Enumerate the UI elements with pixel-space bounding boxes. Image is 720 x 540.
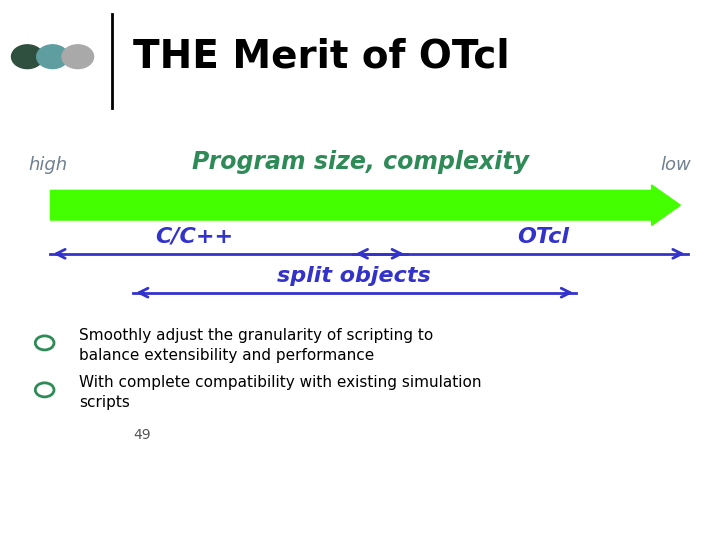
Circle shape bbox=[37, 45, 68, 69]
Circle shape bbox=[12, 45, 43, 69]
FancyArrow shape bbox=[50, 185, 680, 226]
Text: scripts: scripts bbox=[79, 395, 130, 410]
Circle shape bbox=[35, 383, 54, 397]
Text: Smoothly adjust the granularity of scripting to: Smoothly adjust the granularity of scrip… bbox=[79, 328, 433, 343]
Text: THE Merit of OTcl: THE Merit of OTcl bbox=[133, 38, 510, 76]
Text: split objects: split objects bbox=[277, 266, 431, 287]
Circle shape bbox=[35, 336, 54, 350]
Text: With complete compatibility with existing simulation: With complete compatibility with existin… bbox=[79, 375, 482, 390]
Text: balance extensibility and performance: balance extensibility and performance bbox=[79, 348, 374, 363]
Text: Program size, complexity: Program size, complexity bbox=[192, 150, 528, 174]
Text: C/C++: C/C++ bbox=[156, 226, 233, 247]
Text: 49: 49 bbox=[133, 428, 150, 442]
Text: high: high bbox=[29, 156, 68, 174]
Text: low: low bbox=[660, 156, 691, 174]
Text: OTcl: OTcl bbox=[518, 226, 570, 247]
Circle shape bbox=[62, 45, 94, 69]
